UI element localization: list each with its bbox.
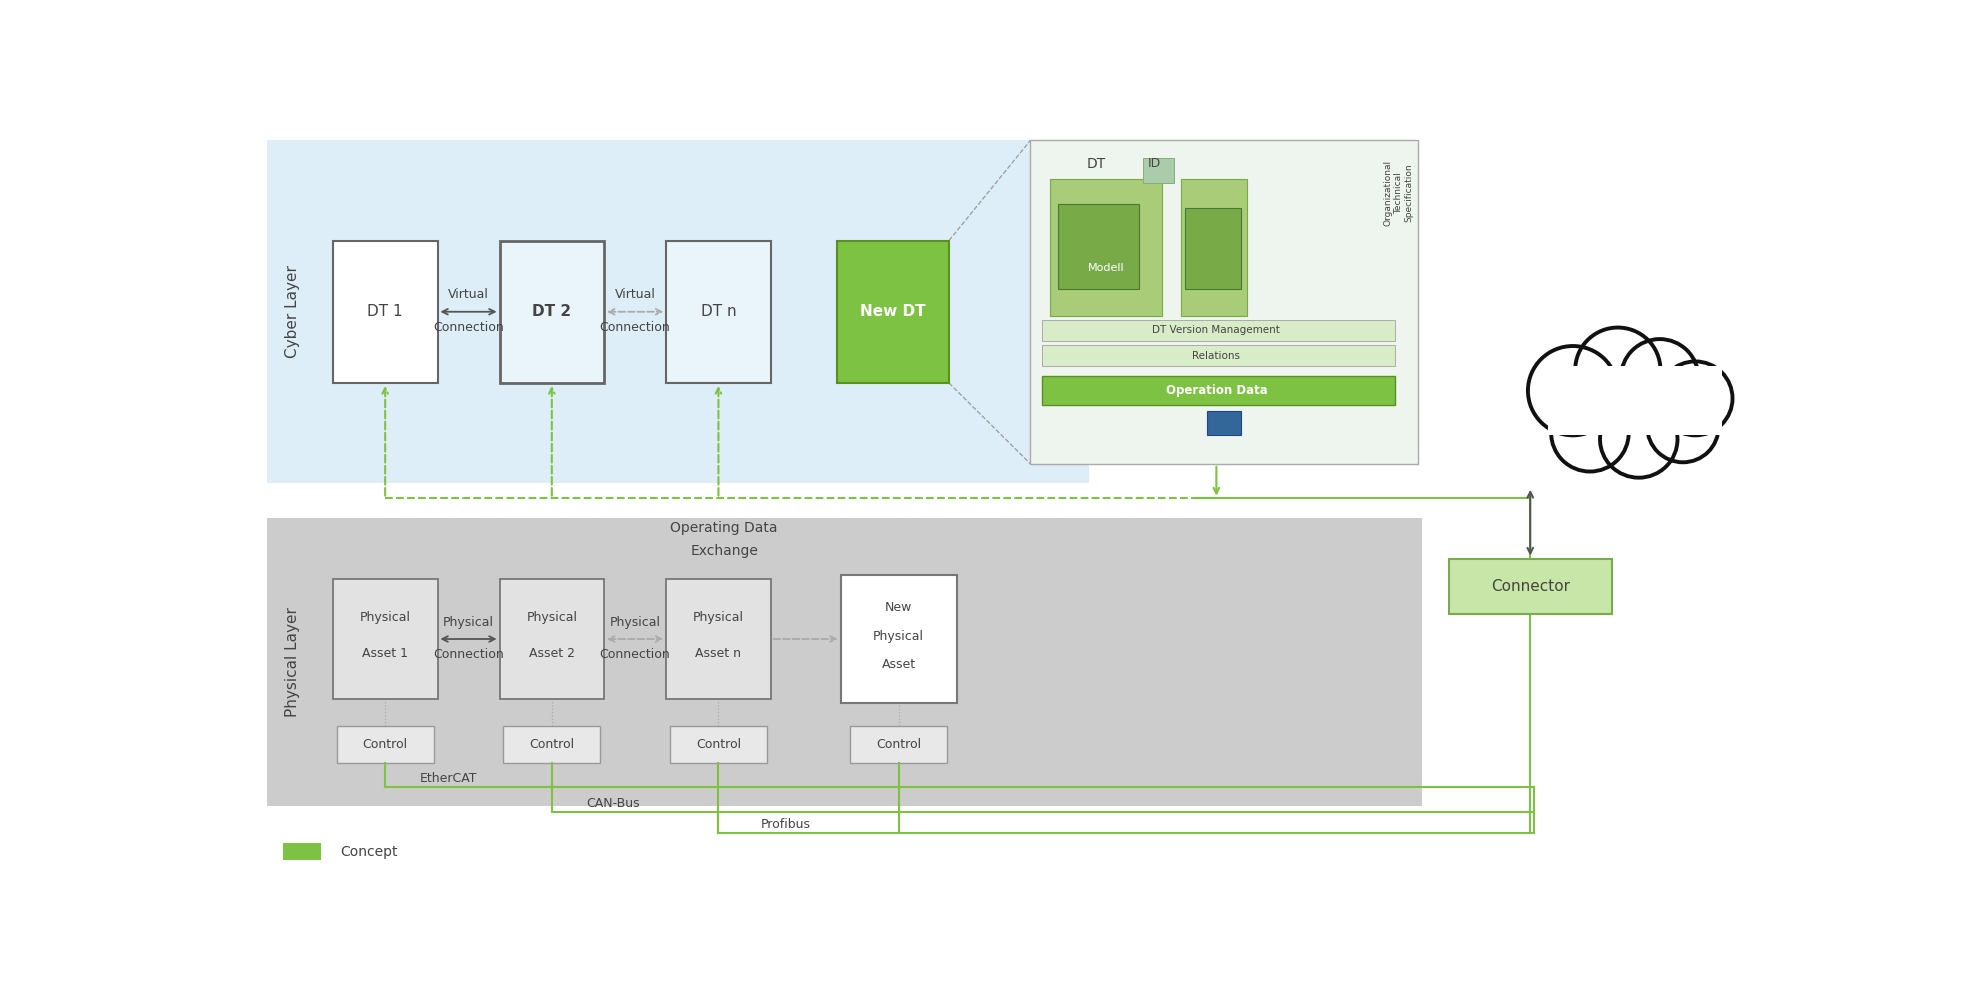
- Circle shape: [1620, 339, 1697, 416]
- Text: Connector: Connector: [1491, 579, 1568, 594]
- Bar: [333, 240, 438, 383]
- Text: Physical: Physical: [360, 611, 410, 624]
- Text: Connection: Connection: [600, 648, 669, 661]
- Text: Connection: Connection: [434, 321, 503, 334]
- Bar: [1206, 412, 1241, 435]
- Text: DT Version Management: DT Version Management: [1152, 325, 1279, 335]
- Circle shape: [1550, 395, 1628, 472]
- Bar: [283, 843, 321, 860]
- Text: Relations: Relations: [1192, 351, 1239, 361]
- Bar: [1041, 345, 1394, 366]
- Bar: [503, 726, 600, 763]
- Bar: [665, 579, 770, 699]
- Bar: [333, 579, 438, 699]
- Bar: [1546, 366, 1721, 436]
- Bar: [849, 726, 946, 763]
- Bar: [499, 240, 604, 383]
- Bar: [1447, 558, 1612, 614]
- Bar: [836, 240, 948, 383]
- Bar: [499, 579, 604, 699]
- Text: Control: Control: [875, 738, 921, 751]
- Text: Virtual: Virtual: [614, 288, 655, 301]
- Text: ID: ID: [1146, 158, 1160, 170]
- Text: Physical: Physical: [693, 611, 744, 624]
- Text: Physical: Physical: [873, 630, 923, 643]
- Bar: [1544, 364, 1723, 437]
- Circle shape: [1647, 392, 1719, 463]
- Text: New DT: New DT: [859, 304, 925, 319]
- Bar: [1049, 178, 1162, 316]
- Bar: [1057, 204, 1138, 289]
- Bar: [1184, 208, 1241, 289]
- Text: Control: Control: [362, 738, 408, 751]
- Text: Physical: Physical: [610, 615, 659, 628]
- Text: Exchange: Exchange: [689, 543, 758, 558]
- Bar: [1041, 320, 1394, 341]
- Bar: [1142, 159, 1174, 182]
- Bar: [337, 726, 434, 763]
- Text: New: New: [885, 601, 913, 614]
- Bar: [1030, 141, 1418, 464]
- Text: Virtual: Virtual: [447, 288, 489, 301]
- Circle shape: [1527, 346, 1618, 436]
- Text: DT n: DT n: [701, 304, 737, 319]
- Text: Physical: Physical: [527, 611, 576, 624]
- Text: DT 2: DT 2: [533, 304, 570, 319]
- Text: DT 1: DT 1: [366, 304, 402, 319]
- Circle shape: [1600, 401, 1677, 478]
- Text: Organizational
Technical
Specification: Organizational Technical Specification: [1382, 160, 1412, 225]
- Text: Connection: Connection: [434, 648, 503, 661]
- Bar: [1180, 178, 1247, 316]
- Circle shape: [1657, 362, 1732, 436]
- Text: EtherCAT: EtherCAT: [420, 773, 477, 786]
- Bar: [665, 240, 770, 383]
- Text: Operating Data: Operating Data: [669, 520, 778, 534]
- Text: Asset: Asset: [881, 658, 915, 671]
- Bar: [267, 141, 1087, 484]
- Text: Asset n: Asset n: [695, 647, 741, 660]
- Text: CAN-Bus: CAN-Bus: [586, 797, 640, 810]
- Text: Physical Layer: Physical Layer: [285, 607, 299, 717]
- Text: Asset 2: Asset 2: [529, 647, 574, 660]
- Bar: [840, 575, 956, 703]
- Text: Control: Control: [529, 738, 574, 751]
- Text: Physical: Physical: [444, 615, 493, 628]
- Bar: [1041, 376, 1394, 406]
- Text: Concept: Concept: [341, 844, 398, 858]
- Text: Profibus: Profibus: [760, 819, 810, 831]
- Circle shape: [1574, 328, 1659, 412]
- Text: Modell: Modell: [1087, 263, 1125, 273]
- Bar: [267, 517, 1422, 807]
- Bar: [669, 726, 766, 763]
- Text: Control: Control: [695, 738, 741, 751]
- Text: DT: DT: [1087, 157, 1105, 170]
- Text: Connection: Connection: [600, 321, 669, 334]
- Text: Asset 1: Asset 1: [362, 647, 408, 660]
- Text: Operation Data: Operation Data: [1164, 384, 1267, 397]
- Text: Cyber Layer: Cyber Layer: [285, 265, 299, 358]
